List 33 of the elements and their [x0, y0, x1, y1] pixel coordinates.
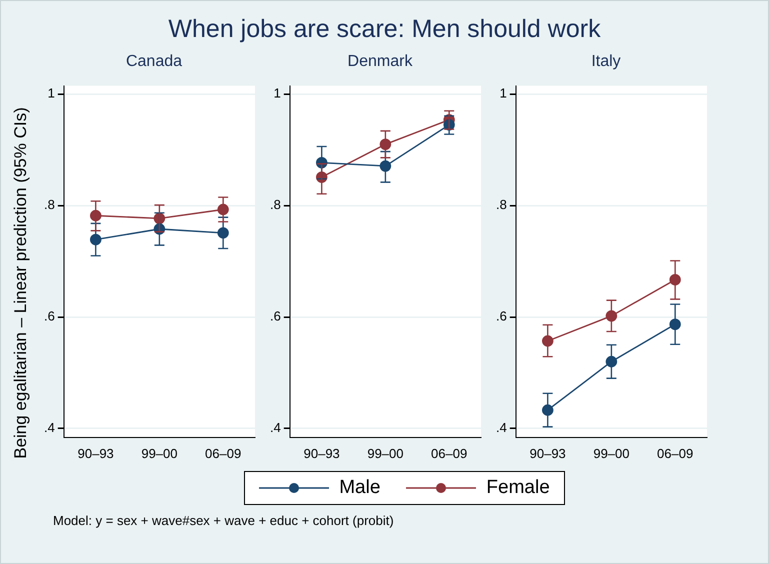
chart-subtitle: Denmark [348, 53, 412, 72]
point [380, 138, 392, 150]
x-tick-label: 06–09 [205, 446, 242, 461]
y-tick-label: 1 [274, 86, 281, 101]
text: When jobs are scare: Men should work [167, 15, 602, 45]
y-tick-label: .6 [496, 308, 507, 324]
x-tick-label: 99–00 [141, 446, 178, 461]
legend-label: Male [339, 477, 380, 499]
y-tick-label: 1 [500, 86, 507, 101]
y-tick-label: .8 [496, 197, 507, 212]
y-tick-label: .4 [44, 420, 55, 436]
y-tick-label: .8 [44, 197, 55, 212]
chart-subtitle: Canada [126, 53, 182, 72]
point [606, 310, 618, 322]
y-tick-label: .6 [270, 308, 281, 324]
x-tick-label: 99–00 [593, 446, 630, 461]
x-tick-label: 06–09 [657, 446, 694, 461]
point [606, 356, 618, 368]
y-tick-label: .4 [496, 420, 507, 436]
x-tick-label: 90–93 [304, 446, 340, 461]
x-tick-label: 90–93 [78, 446, 114, 461]
y-tick-label: .4 [270, 420, 281, 436]
y-tick-label: 1 [48, 86, 55, 101]
x-tick-label: 90–93 [530, 446, 566, 461]
legend-label: Female [486, 477, 550, 499]
x-tick-label: 06–09 [431, 446, 468, 461]
y-tick-label: .6 [44, 308, 55, 324]
text: Model: y = sex + wave#sex + wave + educ + cohort (probit) [53, 513, 395, 528]
point [380, 160, 392, 172]
y-axis-title: Being egalitarian – Linear prediction (95% CIs) [11, 107, 31, 459]
x-tick-label: 99–00 [367, 446, 404, 461]
y-tick-label: .8 [270, 197, 281, 212]
chart-subtitle: Italy [591, 53, 621, 72]
